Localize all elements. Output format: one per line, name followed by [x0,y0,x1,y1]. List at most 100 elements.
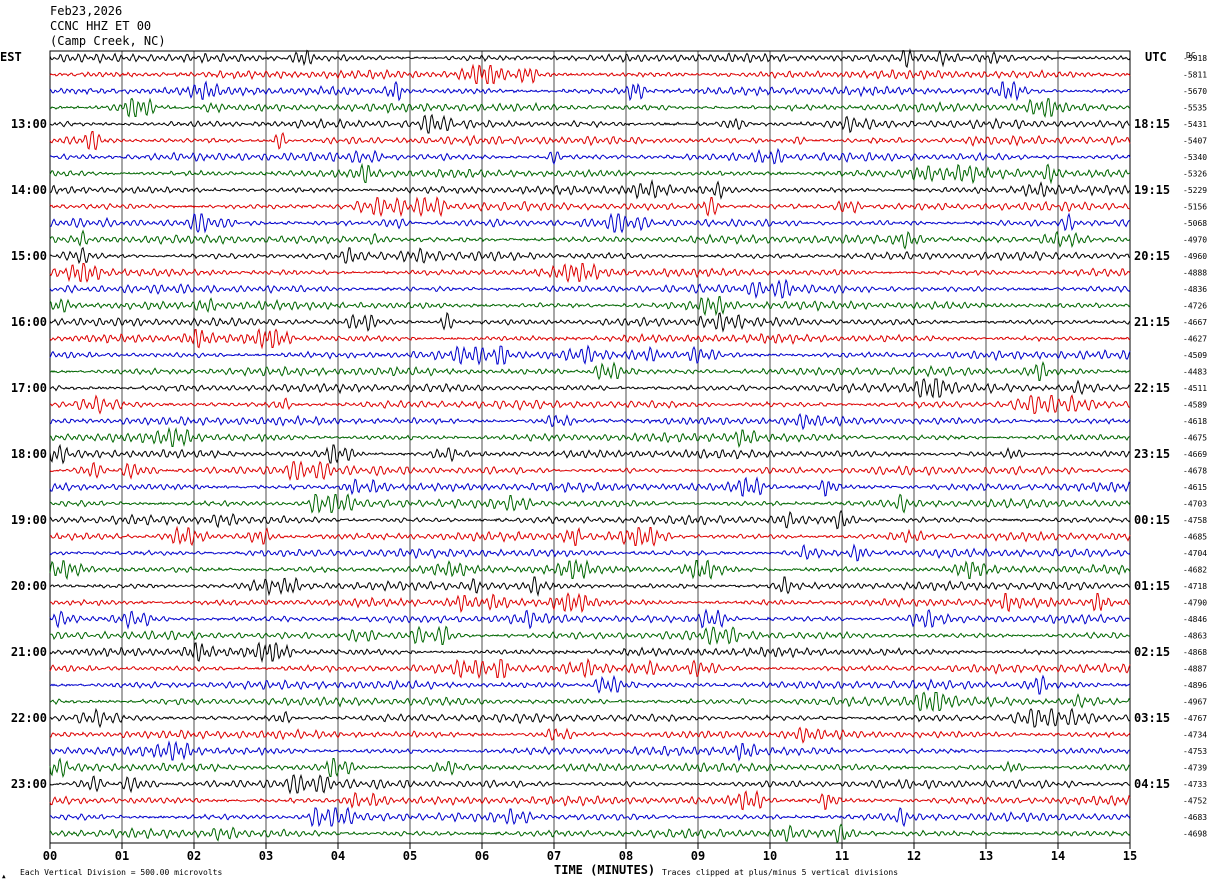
seismic-trace-line [49,691,1131,712]
x-tick-label: 06 [475,849,489,863]
seismic-trace-line [49,509,1131,530]
x-tick-label: 14 [1051,849,1065,863]
seismic-trace-line [49,295,1131,317]
dc-value-label: -4767 [1183,714,1207,723]
seismic-trace-line [49,311,1131,333]
x-tick-label: 04 [331,849,345,863]
seismic-trace-line [49,48,1131,69]
seismic-trace-line [49,608,1131,630]
utc-hour-label: 21:15 [1134,315,1170,329]
seismic-trace-line [49,592,1131,614]
dc-value-label: -5407 [1183,137,1207,146]
dc-value-label: -5340 [1183,153,1207,162]
dc-value-label: -4669 [1183,450,1207,459]
dc-value-label: -5431 [1183,120,1207,129]
clipping-note: Traces clipped at plus/minus 5 vertical … [662,868,898,877]
dc-value-label: -4868 [1183,648,1207,657]
seismic-trace-line [49,726,1131,744]
dc-value-label: -4887 [1183,665,1207,674]
seismic-trace-line [49,543,1131,562]
x-tick-label: 01 [115,849,129,863]
seismic-trace-line [49,625,1131,646]
seismic-trace-line [49,97,1131,119]
x-tick-label: 08 [619,849,633,863]
est-hour-label: 20:00 [11,579,47,593]
dc-value-label: -4618 [1183,417,1207,426]
x-tick-label: 02 [187,849,201,863]
dc-value-label: -4509 [1183,351,1207,360]
dc-value-label: -4734 [1183,731,1207,740]
utc-hour-label: 20:15 [1134,249,1170,263]
dc-value-label: -4790 [1183,599,1207,608]
header-station: CCNC HHZ ET 00 [50,19,152,33]
utc-hour-label: 23:15 [1134,447,1170,461]
seismic-trace-line [49,80,1131,102]
dc-value-label: -4753 [1183,747,1207,756]
seismic-trace-line [49,674,1131,695]
utc-hour-label: 18:15 [1134,117,1170,131]
corner-mark: ▲ [2,873,6,880]
dc-value-label: -4703 [1183,500,1207,509]
est-hour-label: 14:00 [11,183,47,197]
dc-value-label: -5670 [1183,87,1207,96]
x-tick-label: 07 [547,849,561,863]
seismic-trace-line [49,707,1131,729]
seismic-trace-line [49,823,1131,843]
dc-value-label: -4836 [1183,285,1207,294]
est-hour-label: 23:00 [11,777,47,791]
dc-value-label: -5156 [1183,203,1207,212]
dc-value-label: -4960 [1183,252,1207,261]
header-date: Feb23,2026 [50,4,123,18]
seismic-trace-line [49,806,1131,828]
est-hour-label: 19:00 [11,513,47,527]
axis-labels: 00 01 02 03 04 05 06 07 08 09 10 11 12 13 14 15 -5918 -58… [11,54,1207,863]
seismic-trace-line [49,229,1131,250]
seismic-trace-line [49,147,1131,166]
utc-hour-label: 03:15 [1134,711,1170,725]
dc-value-label: -4718 [1183,582,1207,591]
seismic-trace-line [49,196,1131,218]
dc-value-label: -4589 [1183,401,1207,410]
x-tick-label: 11 [835,849,849,863]
plot-frame [49,50,1131,844]
seismic-trace-line [49,558,1131,581]
dc-value-label: -4863 [1183,632,1207,641]
dc-value-label: -4733 [1183,780,1207,789]
dc-value-label: -5811 [1183,71,1207,80]
seismic-trace-line [49,378,1131,399]
dc-value-label: -5326 [1183,170,1207,179]
dc-label: DC [1186,51,1196,60]
dc-value-label: -4667 [1183,318,1207,327]
seismic-trace-line [49,641,1131,663]
seismic-trace-line [49,212,1131,234]
header-location: (Camp Creek, NC) [50,34,166,48]
est-hour-label: 18:00 [11,447,47,461]
dc-value-label: -4698 [1183,830,1207,839]
seismic-trace-line [49,327,1131,350]
seismic-trace-line [49,361,1131,381]
dc-value-label: -4615 [1183,483,1207,492]
dc-value-label: -4846 [1183,615,1207,624]
seismic-trace-line [49,493,1131,514]
est-hour-label: 15:00 [11,249,47,263]
seismic-trace-line [49,262,1131,284]
dc-value-label: -4970 [1183,236,1207,245]
dc-value-label: -4888 [1183,269,1207,278]
dc-value-label: -4675 [1183,434,1207,443]
seismic-trace-line [49,789,1131,811]
dc-value-label: -4511 [1183,384,1207,393]
est-hour-label: 16:00 [11,315,47,329]
utc-hour-label: 02:15 [1134,645,1170,659]
seismic-trace-line [49,113,1131,134]
dc-value-label: -4758 [1183,516,1207,525]
x-tick-label: 10 [763,849,777,863]
dc-value-label: -5068 [1183,219,1207,228]
seismic-trace-line [49,413,1131,431]
seismic-traces [49,48,1131,843]
utc-hour-label: 22:15 [1134,381,1170,395]
seismic-trace-line [49,426,1131,449]
dc-value-label: -4627 [1183,335,1207,344]
grid-lines [49,50,1131,849]
x-axis-title: TIME (MINUTES) [554,863,655,877]
